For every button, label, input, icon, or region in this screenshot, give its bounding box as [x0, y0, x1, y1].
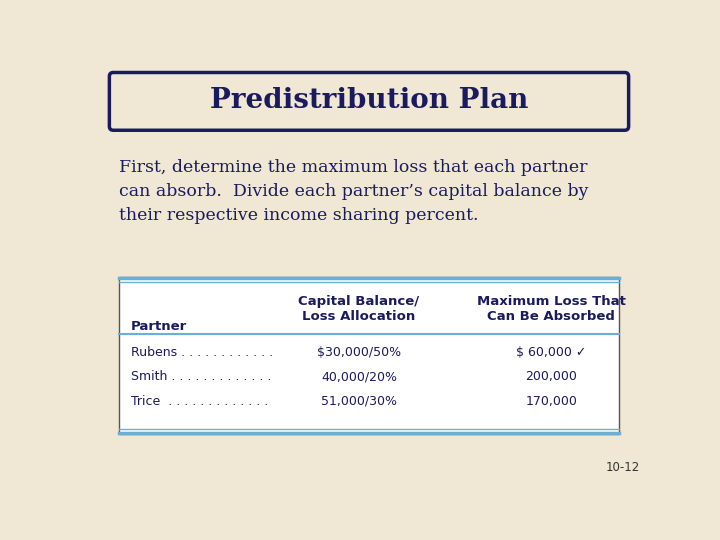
Text: 51,000/30%: 51,000/30%: [321, 395, 397, 408]
Text: Smith . . . . . . . . . . . . .: Smith . . . . . . . . . . . . .: [131, 370, 271, 383]
Text: Rubens . . . . . . . . . . . .: Rubens . . . . . . . . . . . .: [131, 346, 273, 359]
Text: Trice  . . . . . . . . . . . . .: Trice . . . . . . . . . . . . .: [131, 395, 269, 408]
Text: Maximum Loss That
Can Be Absorbed: Maximum Loss That Can Be Absorbed: [477, 295, 626, 323]
FancyBboxPatch shape: [109, 72, 629, 130]
Text: 200,000: 200,000: [526, 370, 577, 383]
Text: $ 60,000 ✓: $ 60,000 ✓: [516, 346, 587, 359]
FancyBboxPatch shape: [120, 276, 618, 434]
Text: 40,000/20%: 40,000/20%: [321, 370, 397, 383]
Text: 170,000: 170,000: [526, 395, 577, 408]
Text: 10-12: 10-12: [606, 462, 640, 475]
Text: Predistribution Plan: Predistribution Plan: [210, 87, 528, 114]
Text: First, determine the maximum loss that each partner
can absorb.  Divide each par: First, determine the maximum loss that e…: [120, 159, 589, 224]
Text: $30,000/50%: $30,000/50%: [317, 346, 401, 359]
Text: Partner: Partner: [131, 320, 187, 333]
Text: Capital Balance/
Loss Allocation: Capital Balance/ Loss Allocation: [299, 295, 420, 323]
